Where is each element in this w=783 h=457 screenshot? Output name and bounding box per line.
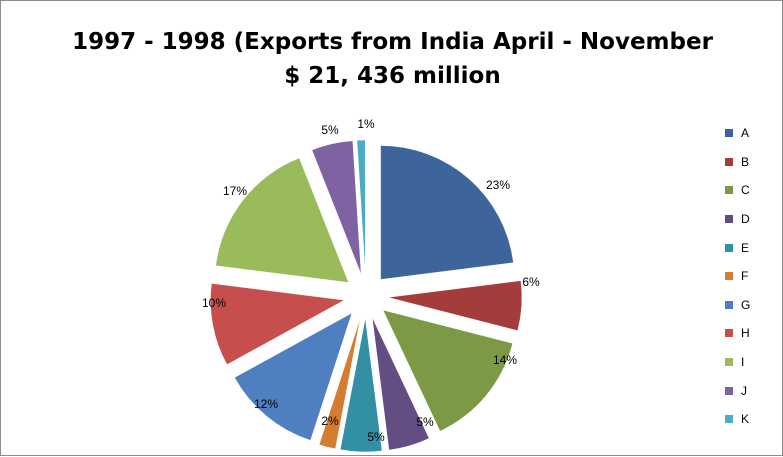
- data-label-i: 17%: [223, 184, 247, 198]
- legend-label-k: K: [741, 412, 750, 427]
- legend-item-b: B: [725, 148, 781, 177]
- legend-item-f: F: [725, 262, 781, 291]
- legend-label-i: I: [741, 355, 745, 370]
- legend-label-j: J: [741, 383, 747, 398]
- data-label-d: 5%: [416, 415, 434, 429]
- pie-slice-k: [356, 139, 366, 275]
- legend-label-g: G: [741, 297, 751, 312]
- legend-item-i: I: [725, 348, 781, 377]
- legend-swatch-h: [725, 329, 733, 338]
- legend-item-k: K: [725, 405, 781, 434]
- pie-slice-g: [234, 312, 353, 441]
- legend-swatch-i: [725, 358, 733, 367]
- data-label-a: 23%: [486, 178, 510, 192]
- data-label-c: 14%: [493, 353, 517, 367]
- legend-swatch-j: [725, 386, 733, 395]
- legend-item-d: D: [725, 205, 781, 234]
- data-label-e: 5%: [367, 430, 385, 444]
- pie-slice-d: [371, 317, 430, 451]
- pie-slice-c: [382, 309, 514, 432]
- data-label-b: 6%: [522, 275, 540, 289]
- chart-title-line-1: 1997 - 1998 (Exports from India April - …: [72, 29, 713, 55]
- legend-label-e: E: [741, 240, 750, 255]
- legend-label-a: A: [741, 126, 750, 141]
- legend-swatch-k: [725, 415, 733, 424]
- data-label-k: 1%: [357, 117, 375, 131]
- chart-title: 1997 - 1998 (Exports from India April - …: [1, 25, 783, 93]
- legend-item-h: H: [725, 319, 781, 348]
- legend-swatch-f: [725, 272, 733, 281]
- legend-label-d: D: [741, 212, 750, 227]
- data-label-h: 10%: [202, 296, 226, 310]
- legend-swatch-e: [725, 243, 733, 252]
- data-label-g: 12%: [254, 397, 278, 411]
- legend-item-a: A: [725, 119, 781, 148]
- pie-slice-e: [339, 317, 383, 453]
- data-label-f: 2%: [321, 414, 339, 428]
- legend-item-c: C: [725, 176, 781, 205]
- legend-label-h: H: [741, 326, 750, 341]
- legend-label-f: F: [741, 269, 749, 284]
- pie-slice-b: [387, 280, 523, 332]
- legend-swatch-d: [725, 215, 733, 224]
- pie-slice-j: [311, 140, 362, 275]
- pie-slice-a: [380, 145, 514, 280]
- legend-swatch-b: [725, 157, 733, 166]
- chart-subtitle: $ 21, 436 million: [284, 63, 501, 89]
- legend-item-g: G: [725, 291, 781, 320]
- legend-swatch-c: [725, 186, 733, 195]
- legend-label-c: C: [741, 183, 750, 198]
- pie-slice-i: [215, 157, 350, 283]
- legend-item-e: E: [725, 233, 781, 262]
- legend-label-b: B: [741, 154, 750, 169]
- pie-slice-h: [210, 283, 346, 366]
- data-label-j: 5%: [321, 123, 339, 137]
- legend-swatch-a: [725, 129, 733, 138]
- pie-slice-f: [318, 317, 361, 450]
- legend-item-j: J: [725, 376, 781, 405]
- legend-swatch-g: [725, 300, 733, 309]
